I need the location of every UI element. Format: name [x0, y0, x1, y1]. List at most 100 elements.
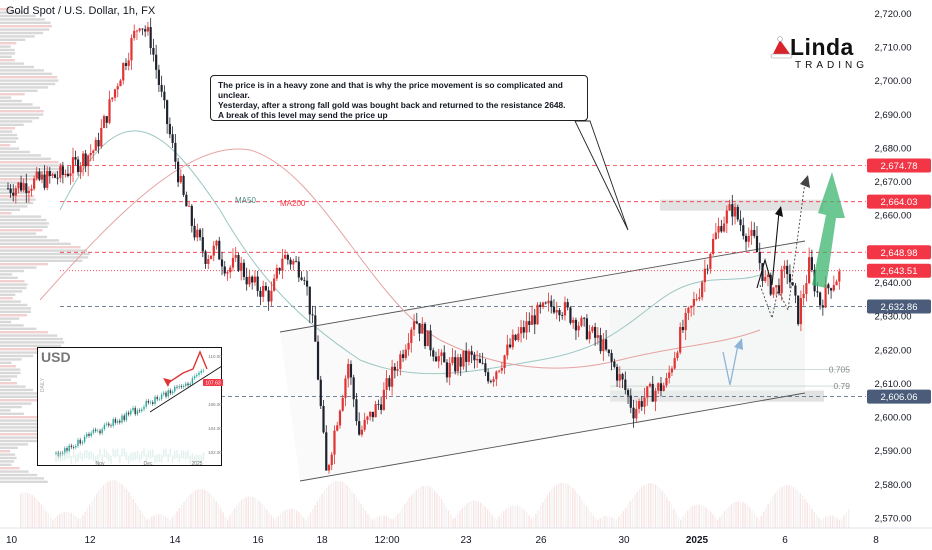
volume-bar — [507, 507, 509, 528]
candle-body — [305, 280, 309, 287]
volume-bar — [641, 486, 643, 528]
volume-bar — [289, 508, 291, 528]
volume-bar — [201, 489, 204, 528]
volume-bar — [682, 516, 684, 528]
candle-body — [97, 139, 100, 147]
candle-body — [369, 411, 372, 417]
bounce-arrowhead — [734, 338, 743, 350]
candle-body — [838, 271, 841, 282]
volume-bar — [454, 517, 457, 528]
candle-body — [695, 298, 698, 300]
candle-body — [786, 265, 789, 275]
candle-body — [709, 253, 712, 269]
volume-bar — [519, 506, 521, 528]
volume-profile-bar — [0, 351, 45, 354]
volume-bar — [233, 508, 236, 528]
candle-body — [794, 285, 797, 296]
volume-profile-bar — [0, 473, 38, 477]
volume-bar — [123, 486, 125, 528]
x-tick-label: 14 — [169, 535, 181, 546]
volume-profile-bar — [0, 86, 49, 89]
candle-body — [511, 334, 514, 348]
candle-body — [333, 430, 336, 455]
volume-bar — [555, 484, 558, 528]
candle-body — [242, 262, 246, 277]
volume-bar — [236, 505, 238, 528]
candle-body — [371, 411, 374, 418]
candle-body — [492, 379, 495, 382]
volume-bar — [185, 498, 187, 528]
volume-bar — [300, 514, 302, 528]
annotation-pointer — [574, 120, 629, 231]
volume-bar — [116, 481, 118, 528]
candle-body — [588, 331, 591, 340]
volume-bar — [549, 491, 551, 528]
volume-bar — [342, 482, 344, 528]
x-tick-label: 16 — [252, 535, 264, 546]
candle-body — [720, 226, 723, 232]
volume-bar — [100, 487, 102, 528]
volume-bar — [733, 502, 735, 528]
volume-bar — [638, 489, 641, 528]
candle-body — [654, 390, 657, 402]
candle-body — [426, 330, 429, 347]
candle-body — [347, 364, 350, 379]
volume-bar — [739, 501, 742, 528]
candle-body — [462, 350, 465, 367]
fib-label: 0.79 — [833, 381, 850, 391]
volume-bar — [181, 504, 183, 528]
volume-bar — [440, 499, 443, 528]
volume-bar — [215, 501, 217, 528]
volume-bar — [684, 513, 687, 528]
y-tick-label: 2,600.00 — [875, 413, 912, 424]
candle-body — [64, 173, 67, 175]
candle-body — [130, 38, 133, 61]
volume-bar — [707, 509, 710, 528]
volume-bar — [466, 503, 468, 528]
candle-body — [514, 334, 517, 341]
volume-bar — [468, 501, 470, 528]
volume-profile-bar — [0, 130, 13, 133]
volume-profile-bar — [0, 361, 12, 364]
volume-profile-bar — [0, 371, 21, 375]
annotation-line: The price is in a heavy zone and that is… — [218, 80, 563, 100]
volume-bar — [102, 485, 105, 528]
volume-profile-bar — [0, 252, 90, 256]
candle-body — [327, 465, 331, 471]
y-tick-label: 2,670.00 — [875, 177, 912, 188]
volume-bar — [785, 485, 788, 528]
volume-bar — [415, 490, 417, 528]
volume-profile-bar — [0, 290, 23, 293]
volume-bar — [137, 506, 139, 528]
annotation-line: A break of this level may send the price… — [218, 110, 388, 120]
candle-body — [245, 276, 248, 285]
volume-bar — [93, 497, 95, 528]
volume-bar — [815, 514, 818, 528]
candle-body — [827, 284, 830, 289]
candle-body — [772, 287, 775, 295]
volume-bar — [84, 512, 86, 528]
volume-profile-bar — [0, 436, 49, 439]
volume-profile-bar — [0, 249, 88, 252]
candle-body — [303, 279, 306, 281]
candle-body — [393, 366, 396, 371]
volume-bar — [148, 518, 151, 528]
candle-body — [607, 349, 610, 354]
candle-body — [174, 142, 177, 162]
candle-body — [48, 170, 51, 177]
volume-bar — [528, 515, 530, 528]
volume-profile-bar — [0, 286, 27, 290]
candle-body — [703, 268, 706, 283]
candle-body — [755, 235, 759, 253]
candle-body — [223, 266, 226, 274]
volume-bar — [66, 511, 68, 528]
volume-profile-bar — [0, 31, 44, 35]
volume-bar — [572, 487, 574, 528]
candle-body — [111, 97, 114, 100]
volume-bar — [558, 483, 560, 528]
candle-body — [138, 28, 141, 31]
candle-body — [580, 317, 583, 326]
candle-body — [108, 99, 111, 123]
volume-bar — [845, 512, 848, 528]
